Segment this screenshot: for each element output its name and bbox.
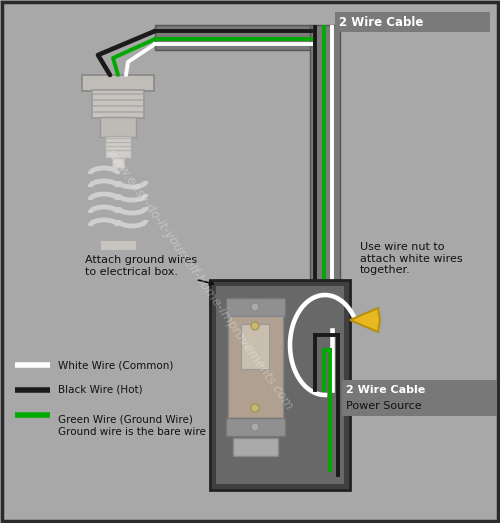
Circle shape: [251, 404, 259, 412]
Polygon shape: [350, 308, 380, 332]
Bar: [342, 380, 497, 416]
Bar: [241, 324, 269, 369]
Bar: [82, 75, 154, 91]
Bar: [112, 158, 124, 168]
Bar: [310, 25, 340, 390]
Text: Black Wire (Hot): Black Wire (Hot): [58, 385, 142, 395]
Text: Green Wire (Ground Wire)
Ground wire is the bare wire: Green Wire (Ground Wire) Ground wire is …: [58, 415, 206, 437]
Bar: [228, 316, 283, 418]
Text: 2 Wire Cable: 2 Wire Cable: [339, 17, 423, 29]
Bar: [226, 418, 285, 436]
Text: Attach ground wires
to electrical box.: Attach ground wires to electrical box.: [85, 255, 214, 285]
Text: 2 Wire Cable: 2 Wire Cable: [346, 385, 425, 395]
Circle shape: [251, 303, 259, 311]
Bar: [92, 90, 144, 118]
Bar: [100, 240, 136, 250]
Text: Power Source: Power Source: [346, 401, 422, 411]
Bar: [155, 25, 311, 50]
Text: White Wire (Common): White Wire (Common): [58, 360, 174, 370]
Circle shape: [251, 423, 259, 431]
Text: Use wire nut to
attach white wires
together.: Use wire nut to attach white wires toget…: [360, 242, 462, 275]
Bar: [226, 298, 285, 316]
Bar: [210, 280, 350, 490]
Bar: [233, 438, 278, 456]
Bar: [105, 136, 131, 158]
Bar: [100, 117, 136, 137]
Text: www.easy-do-it-yourself-home-improvements.com: www.easy-do-it-yourself-home-improvement…: [104, 147, 296, 413]
Circle shape: [251, 322, 259, 330]
Bar: [216, 286, 344, 484]
Bar: [335, 12, 490, 32]
